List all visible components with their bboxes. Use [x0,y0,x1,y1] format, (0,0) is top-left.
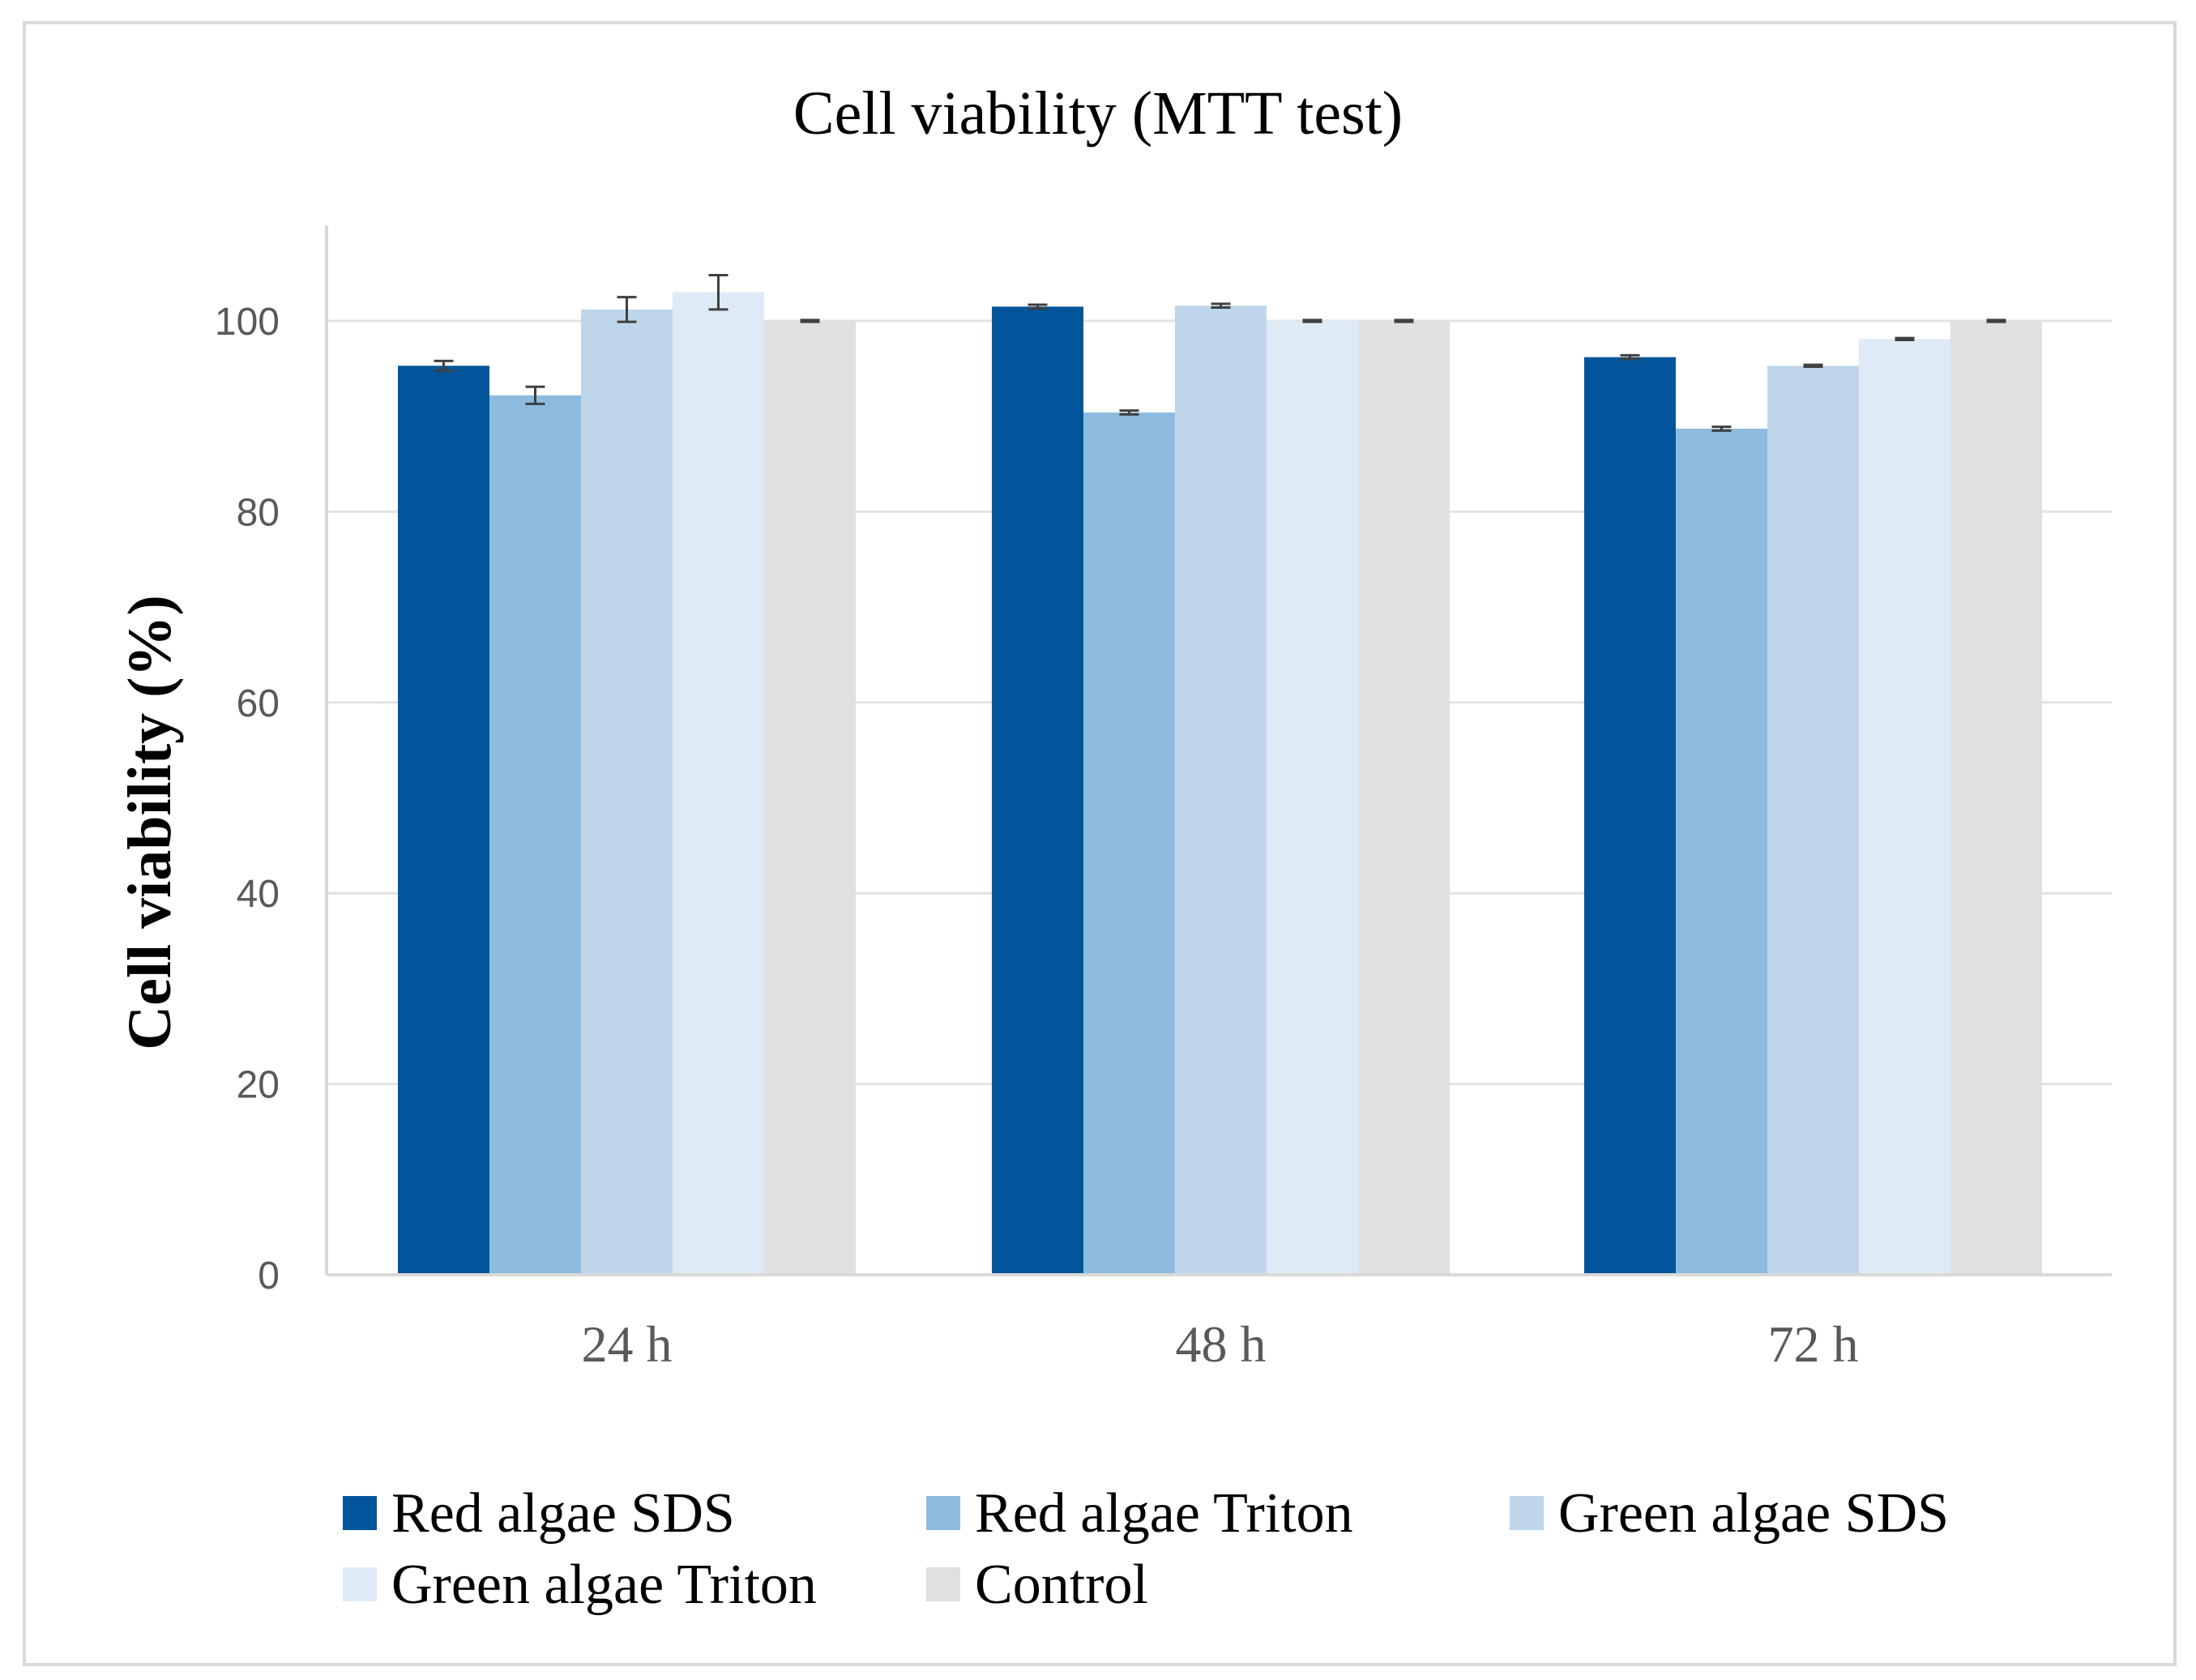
legend-swatch [926,1496,960,1530]
y-axis-ticks: 0 20 40 60 80 100 [215,301,280,1297]
bar [1950,321,2042,1275]
legend-label: Green algae Triton [391,1554,817,1616]
legend-label: Red algae SDS [391,1482,735,1545]
legend-swatch [1510,1496,1544,1530]
x-axis-ticks: 24 h 48 h 72 h [582,1315,1859,1373]
bar [1767,365,1859,1276]
bar [489,395,581,1275]
bar [1676,429,1767,1275]
x-tick-label: 72 h [1768,1315,1859,1373]
legend-swatch [343,1496,377,1530]
x-tick-label: 24 h [582,1315,673,1373]
legend-label: Red algae Triton [975,1482,1353,1545]
bar [1859,339,1950,1275]
bar [764,321,856,1275]
legend-swatch [343,1567,377,1601]
bar [581,309,673,1276]
bar [992,306,1083,1276]
legend-label: Green algae SDS [1558,1482,1949,1545]
legend-swatch [926,1567,960,1601]
chart-title: Cell viability (MTT test) [793,79,1403,147]
bar [398,365,489,1276]
bar [1584,357,1676,1275]
error-bars [434,274,2006,432]
x-tick-label: 48 h [1176,1315,1267,1373]
y-tick-label: 60 [237,682,280,725]
y-axis-label: Cell viability (%) [116,595,184,1050]
legend: Red algae SDS Red algae Triton Green algae… [343,1482,1949,1616]
bar [1083,412,1175,1276]
y-tick-label: 100 [215,301,280,344]
bar [1175,306,1267,1276]
bar [673,292,764,1276]
y-tick-label: 0 [258,1255,280,1297]
y-tick-label: 80 [237,491,280,534]
legend-label: Control [975,1554,1148,1616]
bars [398,292,2042,1276]
y-tick-label: 40 [237,873,280,916]
bar [1267,321,1358,1275]
y-tick-label: 20 [237,1064,280,1107]
bar [1358,321,1450,1275]
